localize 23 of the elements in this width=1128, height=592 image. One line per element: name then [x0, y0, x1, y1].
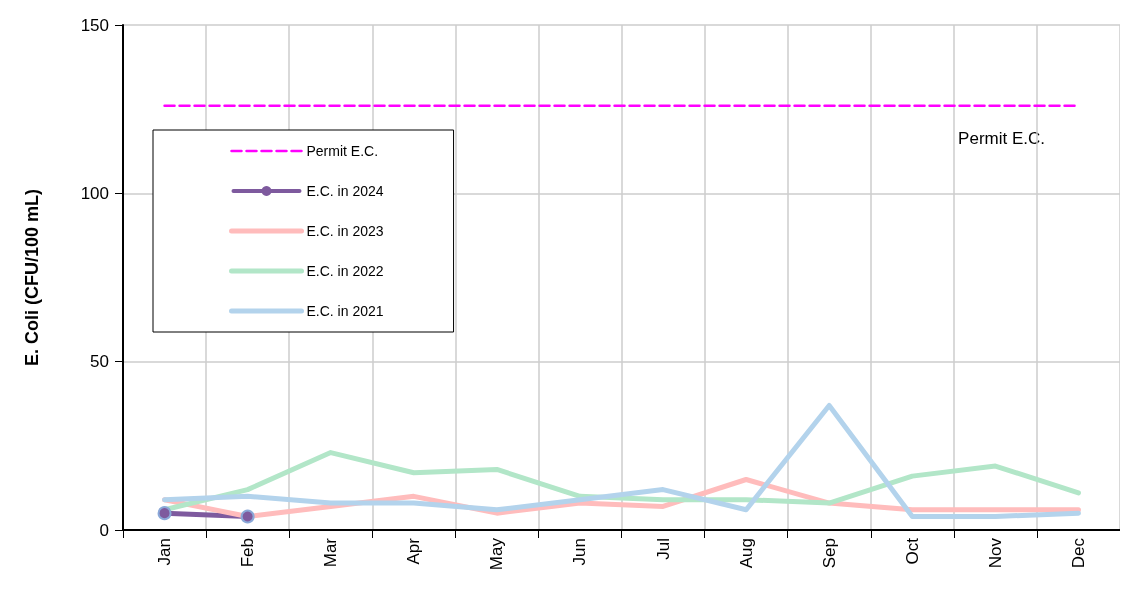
x-tick-label: May: [487, 537, 507, 571]
x-tick-label: Apr: [404, 537, 424, 565]
x-tick-label: Jan: [155, 538, 175, 566]
legend-label: E.C. in 2023: [306, 223, 384, 239]
x-tick-label: Aug: [736, 538, 756, 569]
legend-label: E.C. in 2024: [306, 183, 384, 199]
x-tick-label: Nov: [985, 537, 1005, 569]
x-tick-label: Jul: [653, 538, 673, 560]
annotation: Permit E.C.: [958, 129, 1046, 148]
y-tick-label: 150: [80, 15, 109, 35]
x-tick-label: Jun: [570, 538, 590, 566]
y-tick-label: 50: [90, 352, 109, 372]
legend-label: Permit E.C.: [306, 143, 379, 159]
y-tick-label: 100: [80, 183, 109, 203]
x-tick-label: Mar: [321, 537, 341, 568]
x-tick-label: Dec: [1068, 537, 1088, 569]
y-axis-title: E. Coli (CFU/100 mL): [22, 188, 42, 367]
x-tick-label: Oct: [902, 537, 922, 565]
y-tick-label: 0: [99, 520, 109, 540]
legend-label: E.C. in 2022: [306, 263, 384, 279]
x-tick-label: Sep: [819, 538, 839, 569]
x-tick-label: Feb: [238, 538, 258, 568]
legend-label: E.C. in 2021: [306, 303, 384, 319]
